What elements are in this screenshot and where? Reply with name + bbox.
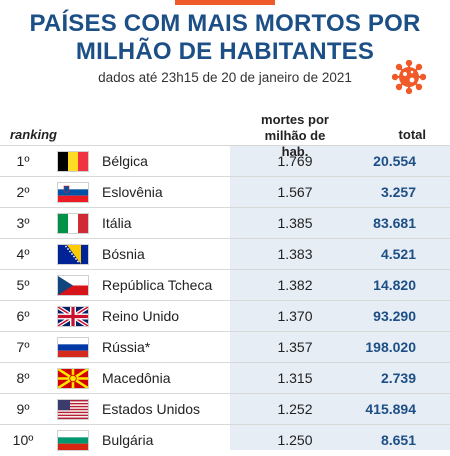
header-total: total	[398, 127, 426, 142]
total-deaths-value: 93.290	[373, 308, 416, 324]
czech-republic-flag-icon	[58, 276, 88, 295]
country-name: Macedônia	[102, 370, 171, 386]
deaths-per-million-value: 1.383	[277, 246, 313, 262]
table-row: 9º Estados Unidos 1.252 415.894	[0, 393, 450, 425]
total-deaths-value: 415.894	[365, 401, 416, 417]
country-name: República Tcheca	[102, 277, 213, 293]
deaths-per-million-value: 1.567	[277, 184, 313, 200]
table-row: 7º Rússia* 1.357 198.020	[0, 331, 450, 363]
slovenia-flag-icon	[58, 183, 88, 202]
country-name: Bósnia	[102, 246, 145, 262]
country-name: Itália	[102, 215, 132, 231]
italy-flag-icon	[58, 214, 88, 233]
country-name: Bélgica	[102, 153, 148, 169]
table-row: 6º Reino Unido 1.370 93.290	[0, 300, 450, 332]
accent-bar	[175, 0, 275, 5]
country-name: Bulgária	[102, 432, 154, 448]
country-name: Estados Unidos	[102, 401, 201, 417]
united-states-flag-icon	[58, 400, 88, 419]
table-row: 4º Bósnia 1.383 4.521	[0, 238, 450, 270]
table-row: 1º Bélgica 1.769 20.554	[0, 145, 450, 177]
total-deaths-value: 14.820	[373, 277, 416, 293]
header-deaths-per-million-line1: mortes por	[261, 112, 329, 127]
bosnia-flag-icon	[58, 245, 88, 264]
bulgaria-flag-icon	[58, 431, 88, 450]
deaths-per-million-value: 1.370	[277, 308, 313, 324]
total-deaths-value: 83.681	[373, 215, 416, 231]
total-deaths-value: 198.020	[365, 339, 416, 355]
total-deaths-value: 2.739	[380, 370, 416, 386]
total-deaths-value: 3.257	[380, 184, 416, 200]
table-row: 3º Itália 1.385 83.681	[0, 207, 450, 239]
rank-label: 3º	[16, 215, 30, 231]
table-row: 8º Macedônia 1.315 2.739	[0, 362, 450, 394]
chart-title-line1: PAÍSES COM MAIS MORTOS POR	[29, 10, 421, 37]
belgium-flag-icon	[58, 152, 88, 171]
north-macedonia-flag-icon	[58, 369, 88, 388]
header-ranking: ranking	[10, 127, 57, 142]
country-name: Eslovênia	[102, 184, 163, 200]
deaths-per-million-value: 1.385	[277, 215, 313, 231]
total-deaths-value: 4.521	[380, 246, 416, 262]
deaths-per-million-value: 1.250	[277, 432, 313, 448]
rank-label: 4º	[16, 246, 30, 262]
numeric-columns-background	[230, 145, 450, 450]
rank-label: 6º	[16, 308, 30, 324]
rank-label: 5º	[16, 277, 30, 293]
deaths-per-million-value: 1.252	[277, 401, 313, 417]
rank-label: 10º	[12, 432, 34, 448]
russia-flag-icon	[58, 338, 88, 357]
header-deaths-per-million-line2: milhão de hab.	[264, 128, 326, 159]
chart-title-line2: MILHÃO DE HABITANTES	[75, 38, 375, 65]
coronavirus-icon	[392, 60, 426, 94]
deaths-per-million-value: 1.769	[277, 153, 313, 169]
rank-label: 7º	[16, 339, 30, 355]
table-row: 2º Eslovênia 1.567 3.257	[0, 176, 450, 208]
country-name: Rússia*	[102, 339, 151, 355]
rank-label: 9º	[16, 401, 30, 417]
total-deaths-value: 8.651	[380, 432, 416, 448]
deaths-per-million-value: 1.315	[277, 370, 313, 386]
deaths-per-million-value: 1.357	[277, 339, 313, 355]
table-row: 10º Bulgária 1.250 8.651	[0, 424, 450, 456]
deaths-per-million-value: 1.382	[277, 277, 313, 293]
header-deaths-per-million: mortes por milhão de hab.	[250, 112, 340, 160]
united-kingdom-flag-icon	[58, 307, 88, 326]
table-row: 5º República Tcheca 1.382 14.820	[0, 269, 450, 301]
rank-label: 8º	[16, 370, 30, 386]
chart-subtitle: dados até 23h15 de 20 de janeiro de 2021	[98, 70, 352, 85]
rank-label: 1º	[16, 153, 30, 169]
country-name: Reino Unido	[102, 308, 180, 324]
total-deaths-value: 20.554	[373, 153, 416, 169]
rank-label: 2º	[16, 184, 30, 200]
